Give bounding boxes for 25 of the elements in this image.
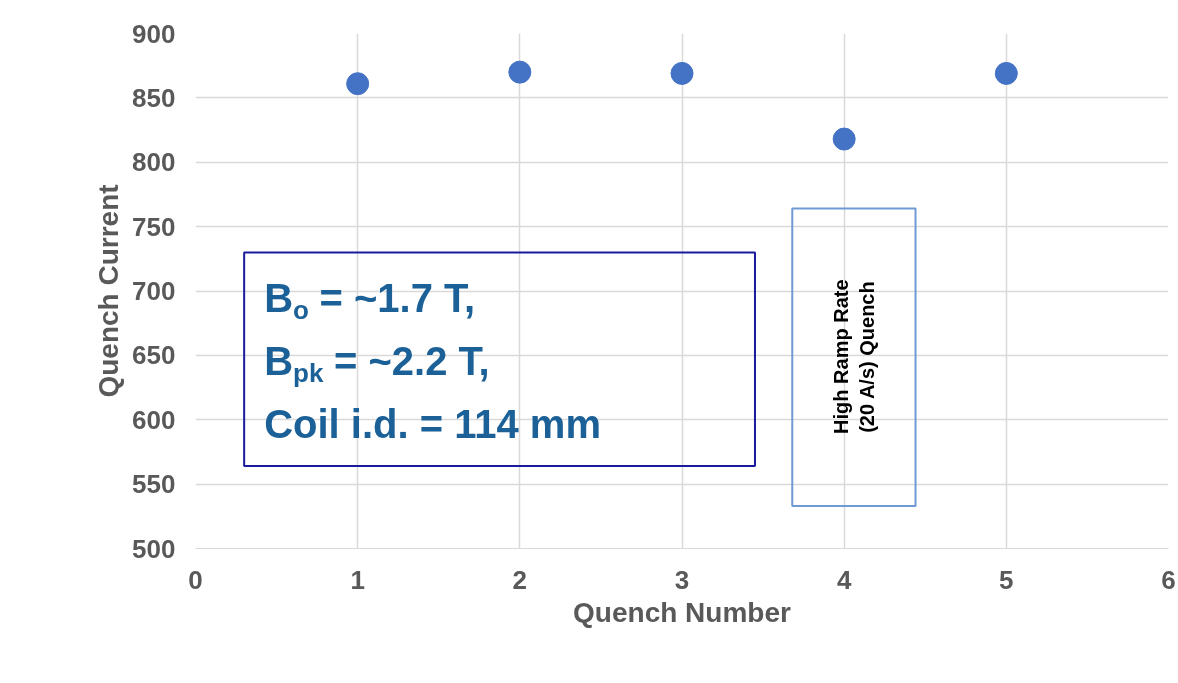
annotation: High Ramp Rate (20 A/s) Quench bbox=[829, 279, 879, 434]
x-tick-label: 4 bbox=[836, 564, 852, 595]
y-tick-label: 750 bbox=[132, 211, 176, 242]
x-tick-label: 2 bbox=[512, 564, 528, 595]
y-tick-label: 700 bbox=[132, 276, 176, 306]
x-tick-label: 1 bbox=[350, 564, 365, 595]
y-tick-label: 800 bbox=[132, 147, 176, 178]
point bbox=[832, 127, 856, 151]
x-tick-label: 3 bbox=[674, 564, 690, 595]
y-tick-label: 550 bbox=[132, 469, 176, 500]
y-axis-title: Quench Current bbox=[93, 184, 125, 398]
y-tick-label: 600 bbox=[132, 404, 176, 435]
y-tick-label: 900 bbox=[132, 18, 176, 49]
point bbox=[346, 72, 370, 96]
y-tick-label: 850 bbox=[132, 82, 176, 113]
point bbox=[994, 61, 1018, 85]
point bbox=[508, 60, 532, 84]
x-axis-title: Quench Number bbox=[573, 596, 792, 628]
x-tick-label: 0 bbox=[188, 564, 203, 595]
x-tick-label: 6 bbox=[1161, 564, 1176, 595]
y-tick-label: 650 bbox=[132, 340, 176, 371]
y-tick-label: 500 bbox=[132, 533, 176, 564]
point bbox=[670, 61, 694, 85]
annotation: Coil i.d. = 114 mm bbox=[264, 402, 601, 447]
x-tick-label: 5 bbox=[999, 564, 1014, 595]
